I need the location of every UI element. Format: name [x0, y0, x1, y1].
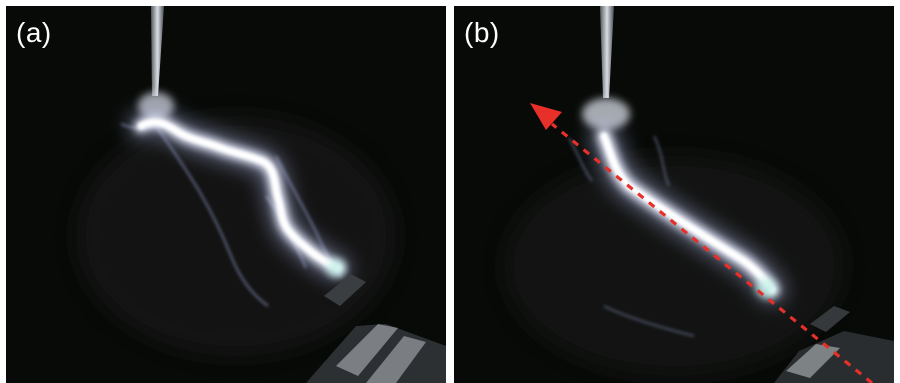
direction-arrow-icon [530, 103, 874, 383]
plasma-discharge-icon [590, 122, 786, 304]
discharge-photo-b [504, 6, 894, 383]
streamer-filaments-b [568, 135, 695, 337]
panel-label-a: (a) [16, 17, 52, 48]
discharge-photo-a [76, 6, 446, 383]
panel-b: (b) [454, 6, 894, 383]
panel-a: (a) [6, 6, 446, 383]
electrode-icon [138, 6, 174, 120]
panel-label-b: (b) [464, 17, 500, 48]
electrode-icon [582, 6, 630, 130]
metal-holder-icon [306, 274, 446, 383]
plasma-discharge-icon [128, 109, 351, 281]
metal-holder-icon [774, 306, 894, 383]
